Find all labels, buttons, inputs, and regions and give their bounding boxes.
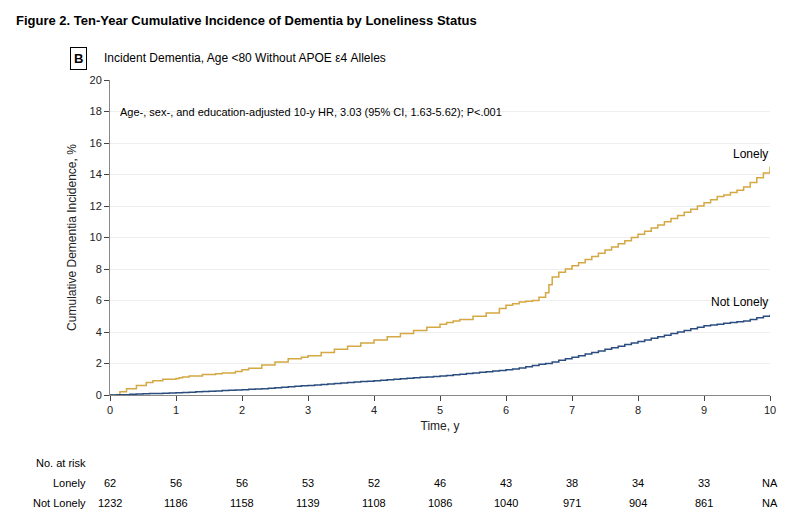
svg-text:4: 4 [371,404,377,416]
svg-text:1139: 1139 [296,497,320,509]
svg-text:4: 4 [96,326,102,338]
svg-text:1040: 1040 [494,497,518,509]
svg-text:43: 43 [500,477,512,489]
svg-text:861: 861 [695,497,713,509]
svg-text:56: 56 [170,477,182,489]
svg-text:NA: NA [762,477,778,489]
svg-text:0: 0 [96,389,102,401]
svg-text:NA: NA [762,497,778,509]
svg-text:Figure 2. Ten-Year Cumulative: Figure 2. Ten-Year Cumulative Incidence … [16,13,477,28]
svg-text:1086: 1086 [428,497,452,509]
svg-text:16: 16 [90,137,102,149]
svg-text:33: 33 [698,477,710,489]
svg-text:Age-, sex-, and education-adju: Age-, sex-, and education-adjusted 10-y … [120,106,502,118]
svg-text:52: 52 [368,477,380,489]
svg-text:Incident Dementia, Age <80 Wit: Incident Dementia, Age <80 Without APOE … [104,51,386,65]
svg-text:Not Lonely: Not Lonely [33,497,86,509]
svg-text:1186: 1186 [164,497,188,509]
svg-text:38: 38 [566,477,578,489]
svg-text:2: 2 [239,404,245,416]
svg-text:10: 10 [764,404,776,416]
svg-text:56: 56 [236,477,248,489]
svg-text:9: 9 [701,404,707,416]
svg-text:Time, y: Time, y [421,419,460,433]
svg-text:971: 971 [563,497,581,509]
svg-text:18: 18 [90,105,102,117]
svg-text:6: 6 [96,294,102,306]
svg-text:904: 904 [629,497,647,509]
svg-text:8: 8 [635,404,641,416]
svg-text:12: 12 [90,200,102,212]
svg-text:Lonely: Lonely [53,477,86,489]
svg-text:53: 53 [302,477,314,489]
svg-text:10: 10 [90,231,102,243]
svg-text:14: 14 [90,168,102,180]
svg-text:No. at risk: No. at risk [36,457,86,469]
svg-text:7: 7 [569,404,575,416]
svg-text:1158: 1158 [230,497,254,509]
svg-text:Cumulative Dementia Incidence,: Cumulative Dementia Incidence, % [65,144,79,331]
svg-text:34: 34 [632,477,644,489]
svg-text:3: 3 [305,404,311,416]
svg-text:2: 2 [96,357,102,369]
svg-text:46: 46 [434,477,446,489]
svg-text:1: 1 [173,404,179,416]
svg-text:Not Lonely: Not Lonely [711,295,768,309]
svg-text:5: 5 [437,404,443,416]
svg-text:Lonely: Lonely [733,147,768,161]
svg-text:0: 0 [107,404,113,416]
svg-text:62: 62 [104,477,116,489]
svg-text:8: 8 [96,263,102,275]
svg-text:1108: 1108 [362,497,386,509]
svg-text:B: B [74,51,83,66]
svg-text:6: 6 [503,404,509,416]
svg-text:20: 20 [90,74,102,86]
svg-text:1232: 1232 [98,497,122,509]
